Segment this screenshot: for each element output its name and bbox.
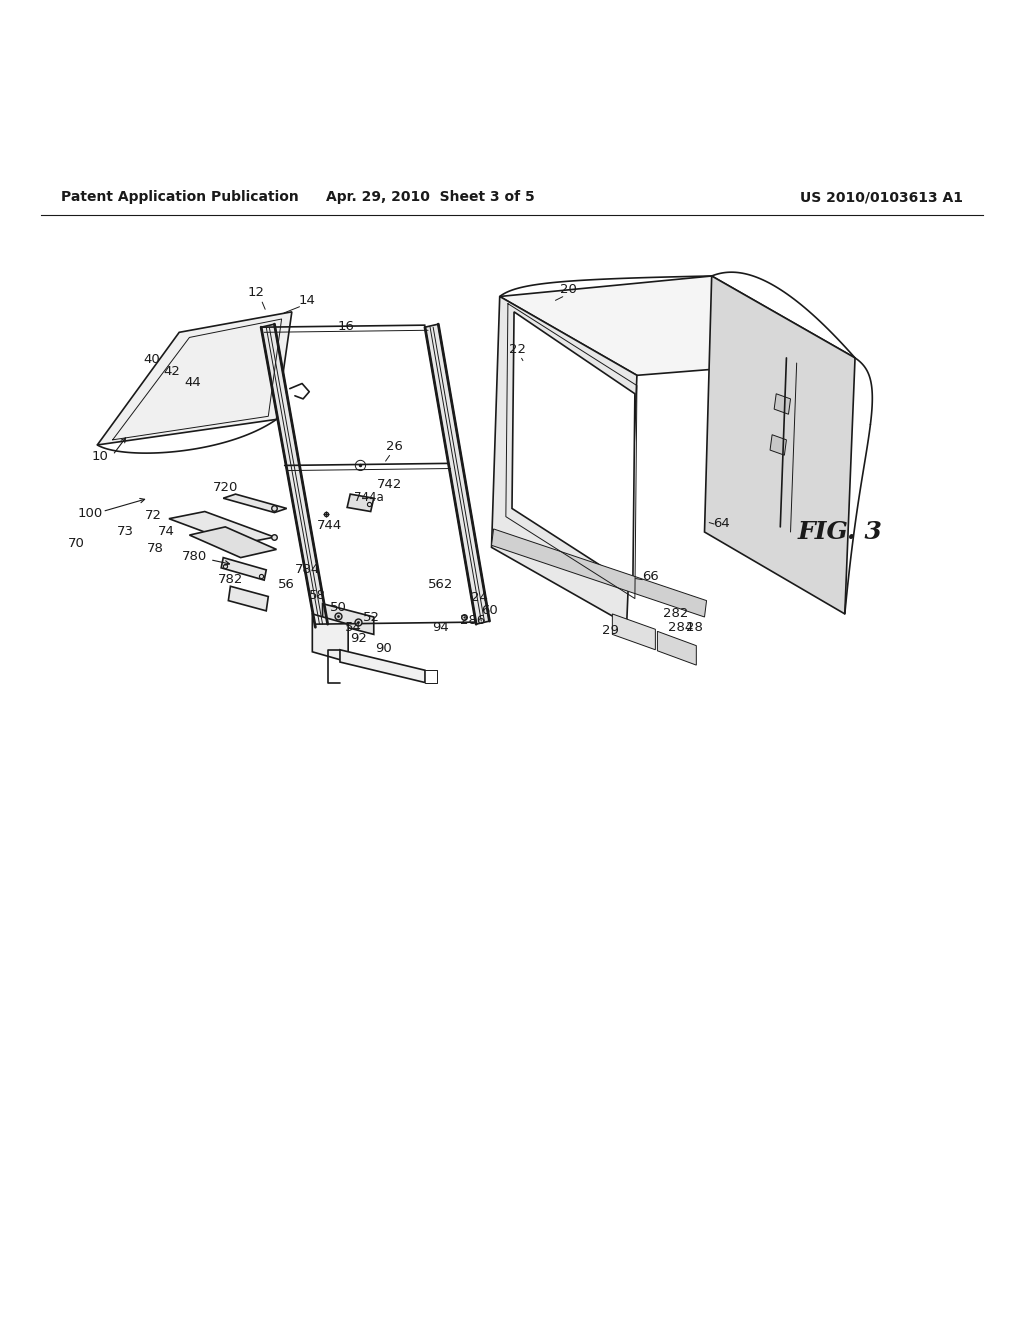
- Text: 92: 92: [350, 631, 367, 644]
- Text: Patent Application Publication: Patent Application Publication: [61, 190, 299, 205]
- Text: 73: 73: [117, 525, 133, 539]
- Text: 28: 28: [686, 622, 702, 635]
- Polygon shape: [169, 512, 274, 544]
- Text: 64: 64: [714, 517, 730, 529]
- Text: 72: 72: [145, 508, 162, 521]
- Text: 60: 60: [481, 605, 498, 616]
- Text: 744a: 744a: [353, 491, 384, 504]
- Text: 12: 12: [248, 286, 264, 300]
- Text: 744: 744: [317, 519, 342, 532]
- Text: 284: 284: [669, 622, 693, 635]
- Text: 10: 10: [92, 450, 109, 463]
- Text: 100: 100: [78, 507, 102, 520]
- Text: 14: 14: [299, 293, 315, 306]
- Polygon shape: [340, 649, 425, 682]
- Text: US 2010/0103613 A1: US 2010/0103613 A1: [800, 190, 963, 205]
- Text: 74: 74: [158, 525, 174, 539]
- Text: 24: 24: [471, 590, 487, 603]
- Text: 66: 66: [642, 570, 658, 583]
- Polygon shape: [189, 527, 276, 557]
- Text: 782: 782: [218, 573, 243, 586]
- Polygon shape: [312, 614, 348, 663]
- Polygon shape: [705, 276, 855, 614]
- Text: Apr. 29, 2010  Sheet 3 of 5: Apr. 29, 2010 Sheet 3 of 5: [326, 190, 535, 205]
- Text: 52: 52: [364, 611, 380, 624]
- Text: 44: 44: [184, 376, 201, 388]
- Polygon shape: [425, 325, 489, 624]
- Polygon shape: [323, 603, 374, 635]
- Text: 16: 16: [338, 321, 354, 333]
- Text: 286: 286: [461, 614, 485, 627]
- Polygon shape: [221, 557, 266, 579]
- Text: 742: 742: [377, 478, 401, 491]
- Text: 58: 58: [309, 589, 326, 602]
- Polygon shape: [774, 393, 791, 414]
- Text: 22: 22: [509, 343, 525, 356]
- Text: 40: 40: [143, 352, 160, 366]
- Text: 94: 94: [432, 622, 449, 635]
- Text: 90: 90: [376, 642, 392, 655]
- Text: 78: 78: [147, 543, 164, 556]
- Text: FIG. 3: FIG. 3: [798, 520, 882, 544]
- Polygon shape: [347, 494, 374, 512]
- Text: 42: 42: [164, 366, 180, 379]
- Text: 282: 282: [664, 607, 688, 620]
- Text: 50: 50: [330, 601, 346, 614]
- Polygon shape: [657, 631, 696, 665]
- Text: 26: 26: [386, 440, 402, 453]
- Polygon shape: [492, 529, 707, 616]
- Text: 562: 562: [428, 578, 453, 591]
- Text: 780: 780: [182, 549, 207, 562]
- Text: 70: 70: [69, 537, 85, 550]
- Text: 20: 20: [560, 284, 577, 297]
- Text: 56: 56: [279, 578, 295, 591]
- Polygon shape: [770, 434, 786, 455]
- Polygon shape: [512, 312, 635, 586]
- Text: 784: 784: [295, 562, 319, 576]
- Polygon shape: [261, 325, 328, 627]
- Polygon shape: [223, 494, 287, 512]
- Polygon shape: [492, 297, 637, 624]
- Polygon shape: [97, 312, 292, 445]
- Text: 29: 29: [602, 624, 618, 638]
- Text: 54: 54: [345, 622, 361, 635]
- Polygon shape: [228, 586, 268, 611]
- Polygon shape: [612, 614, 655, 649]
- Polygon shape: [500, 276, 855, 375]
- Text: 720: 720: [213, 480, 238, 494]
